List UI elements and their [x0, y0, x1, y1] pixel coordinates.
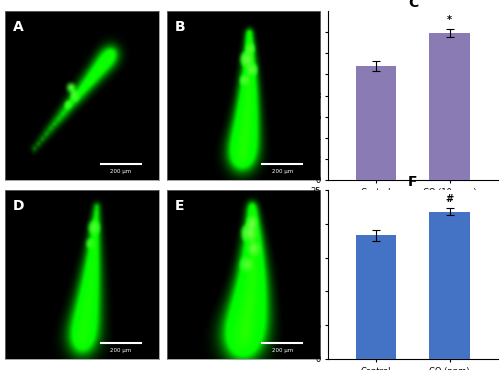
- Bar: [356, 66, 397, 180]
- Y-axis label: Relative RFU: Relative RFU: [298, 67, 308, 124]
- Text: 200 μm: 200 μm: [110, 347, 132, 353]
- Text: B: B: [174, 20, 185, 34]
- X-axis label: Treatment: Treatment: [390, 199, 436, 208]
- Text: 200 μm: 200 μm: [110, 169, 132, 174]
- Text: D: D: [12, 199, 24, 212]
- Text: #: #: [446, 194, 454, 204]
- Bar: [430, 33, 470, 180]
- Text: *: *: [447, 15, 452, 25]
- Title: C: C: [408, 0, 418, 10]
- Title: F: F: [408, 175, 418, 189]
- Bar: [430, 212, 470, 359]
- Text: 200 μm: 200 μm: [272, 347, 293, 353]
- Text: 200 μm: 200 μm: [272, 169, 293, 174]
- Bar: [356, 235, 397, 359]
- Y-axis label: Relative RFU: Relative RFU: [298, 246, 308, 303]
- Text: E: E: [174, 199, 184, 212]
- Text: A: A: [12, 20, 24, 34]
